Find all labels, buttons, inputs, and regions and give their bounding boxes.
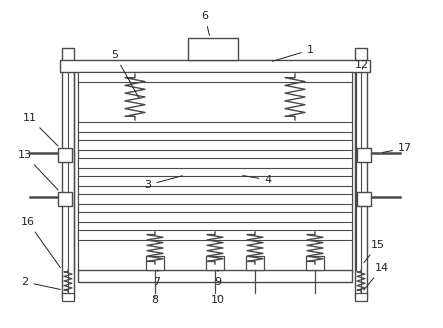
Bar: [357, 148, 371, 162]
Bar: [78, 140, 352, 150]
Text: 7: 7: [153, 270, 160, 287]
Bar: [62, 293, 74, 301]
Text: 5: 5: [112, 50, 139, 97]
Text: 6: 6: [202, 11, 210, 35]
Text: 10: 10: [211, 295, 225, 305]
Text: 1: 1: [272, 45, 314, 61]
Text: 12: 12: [355, 60, 369, 70]
Bar: [78, 72, 352, 82]
Text: 16: 16: [21, 217, 60, 268]
Bar: [78, 270, 352, 282]
Text: 13: 13: [18, 150, 58, 190]
Bar: [78, 230, 352, 240]
Text: 8: 8: [152, 295, 159, 305]
Bar: [355, 293, 367, 301]
Bar: [146, 256, 164, 270]
Bar: [60, 60, 370, 72]
Bar: [306, 256, 324, 270]
Bar: [246, 256, 264, 270]
Bar: [78, 194, 352, 204]
Text: 14: 14: [364, 263, 389, 290]
Text: 15: 15: [364, 240, 385, 263]
Text: 2: 2: [21, 277, 60, 289]
Bar: [78, 122, 352, 132]
Text: 11: 11: [23, 113, 58, 146]
Text: 3: 3: [144, 176, 183, 190]
Bar: [206, 256, 224, 270]
Text: 4: 4: [243, 175, 272, 185]
Bar: [58, 148, 72, 162]
Bar: [58, 192, 72, 206]
Bar: [357, 192, 371, 206]
Bar: [62, 48, 74, 298]
Bar: [188, 38, 238, 60]
Bar: [355, 48, 367, 298]
Text: 17: 17: [383, 143, 412, 153]
Bar: [78, 176, 352, 186]
Bar: [78, 158, 352, 168]
Text: 9: 9: [214, 270, 222, 287]
Bar: [78, 212, 352, 222]
